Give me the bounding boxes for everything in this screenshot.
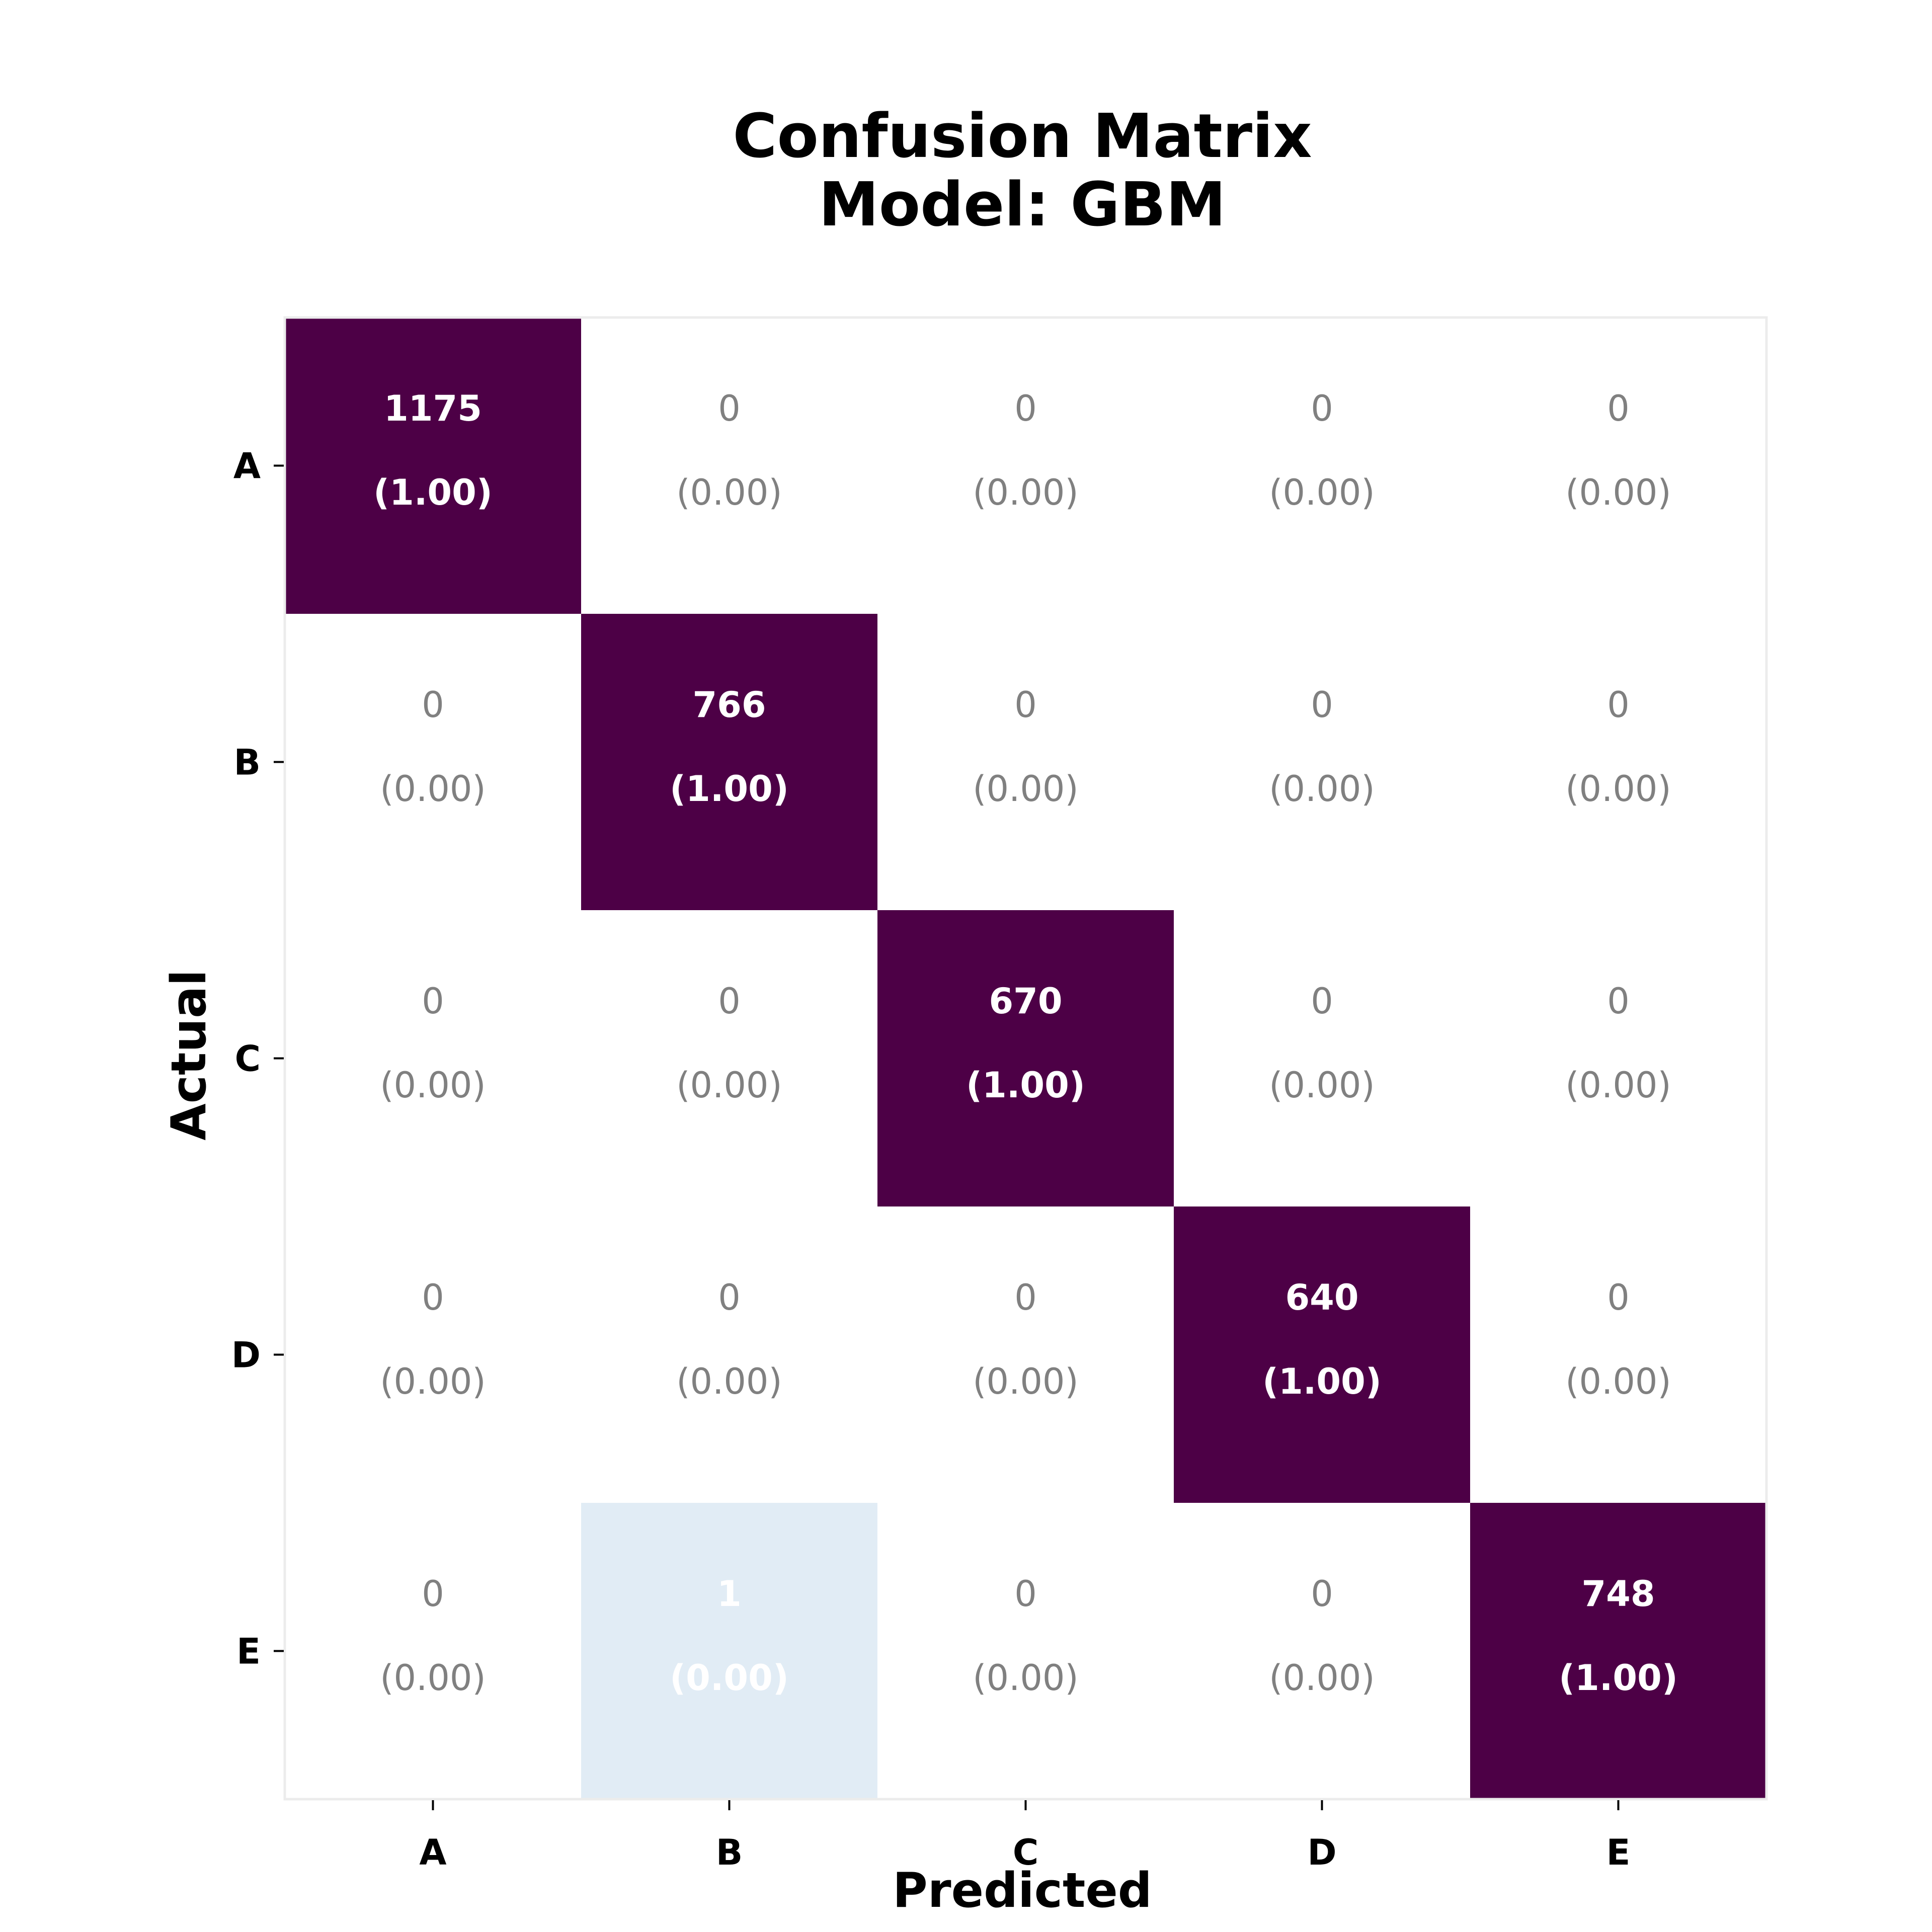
cell-normalized-label: (0.00) [1269, 472, 1375, 513]
cell-normalized-label: (0.00) [973, 768, 1078, 810]
cell-normalized-label: (0.00) [1565, 768, 1671, 810]
cell-count-label: 0 [1607, 981, 1630, 1022]
cell-normalized-label: (0.00) [380, 1361, 486, 1402]
x-tick-label-B: B [716, 1832, 743, 1873]
cell-count-label: 0 [422, 1573, 444, 1615]
x-tick-label-D: D [1307, 1832, 1336, 1873]
cell-normalized-label: (0.00) [380, 1657, 486, 1699]
cell-count-label: 670 [989, 981, 1062, 1022]
cell-normalized-label: (0.00) [973, 472, 1078, 513]
heatmap-cell-E-C [877, 1503, 1174, 1799]
heatmap-cell-B-C [877, 614, 1174, 910]
heatmap-cell-B-A [285, 614, 581, 910]
cell-normalized-label: (1.00) [1559, 1657, 1678, 1699]
cell-count-label: 0 [1311, 1573, 1333, 1615]
cell-count-label: 748 [1581, 1573, 1655, 1615]
cell-normalized-label: (0.00) [1269, 1065, 1375, 1106]
cell-normalized-label: (0.00) [676, 1361, 782, 1402]
cell-count-label: 0 [718, 388, 741, 429]
heatmap-cell-D-D [1174, 1206, 1470, 1503]
x-tick-label-A: A [419, 1832, 446, 1873]
heatmap-cell-C-B [581, 910, 877, 1206]
heatmap-cell-D-B [581, 1206, 877, 1503]
heatmap-cell-B-B [581, 614, 877, 910]
cell-normalized-label: (1.00) [670, 768, 789, 810]
heatmap-cell-D-C [877, 1206, 1174, 1503]
cell-count-label: 0 [718, 981, 741, 1022]
x-tick-label-C: C [1013, 1832, 1038, 1873]
heatmap-cell-A-A [285, 317, 581, 614]
heatmap-cell-B-E [1470, 614, 1766, 910]
cell-count-label: 1 [717, 1573, 742, 1615]
heatmap-cell-C-A [285, 910, 581, 1206]
cell-count-label: 766 [692, 684, 766, 726]
cell-count-label: 0 [1014, 1277, 1037, 1318]
cell-count-label: 0 [1607, 684, 1630, 726]
axis-ticks: A B C D E A B C D E [231, 446, 1631, 1874]
cell-normalized-label: (0.00) [1269, 1657, 1375, 1699]
heatmap-cell-C-D [1174, 910, 1470, 1206]
cell-count-label: 0 [1311, 388, 1333, 429]
heatmap-cell-C-C [877, 910, 1174, 1206]
cell-normalized-label: (0.00) [380, 768, 486, 810]
cell-normalized-label: (0.00) [1269, 768, 1375, 810]
cell-normalized-label: (0.00) [676, 472, 782, 513]
heatmap-cell-E-A [285, 1503, 581, 1799]
cell-count-label: 0 [1014, 1573, 1037, 1615]
heatmap-cell-A-D [1174, 317, 1470, 614]
cell-count-label: 0 [1014, 388, 1037, 429]
cell-count-label: 0 [718, 1277, 741, 1318]
cell-normalized-label: (0.00) [1565, 1361, 1671, 1402]
heatmap-cell-E-D [1174, 1503, 1470, 1799]
cell-count-label: 1175 [384, 388, 482, 429]
cell-count-label: 0 [422, 1277, 444, 1318]
cell-normalized-label: (0.00) [973, 1657, 1078, 1699]
cell-normalized-label: (1.00) [966, 1065, 1085, 1106]
cell-count-label: 0 [1607, 1277, 1630, 1318]
heatmap-cell-A-E [1470, 317, 1766, 614]
y-axis-label: Actual [162, 970, 217, 1141]
cell-count-label: 0 [1607, 388, 1630, 429]
cell-normalized-label: (0.00) [1565, 1065, 1671, 1106]
cell-normalized-label: (0.00) [973, 1361, 1078, 1402]
cell-count-label: 640 [1285, 1277, 1358, 1318]
heatmap-cell-A-C [877, 317, 1174, 614]
cell-normalized-label: (0.00) [1565, 472, 1671, 513]
heatmap-cell-B-D [1174, 614, 1470, 910]
heatmap-cells: 1175 (1.00) 0 (0.00) 0 (0.00) 0 (0.00) 0 (0.00) 0 (… [285, 317, 1766, 1799]
y-tick-label-E: E [236, 1631, 261, 1672]
y-tick-label-D: D [231, 1335, 261, 1376]
cell-count-label: 0 [422, 684, 444, 726]
chart-title-line-1: Confusion Matrix [733, 102, 1312, 172]
chart-title-line-2: Model: GBM [819, 170, 1226, 240]
cell-normalized-label: (0.00) [676, 1065, 782, 1106]
cell-count-label: 0 [1014, 684, 1037, 726]
heatmap-cell-D-E [1470, 1206, 1766, 1503]
x-axis-label: Predicted [893, 1863, 1152, 1918]
cell-count-label: 0 [422, 981, 444, 1022]
x-tick-label-E: E [1606, 1832, 1631, 1873]
heatmap-cell-A-B [581, 317, 877, 614]
cell-count-label: 0 [1311, 981, 1333, 1022]
cell-normalized-label: (0.00) [380, 1065, 486, 1106]
heatmap-cell-E-B [581, 1503, 877, 1799]
plot-frame [283, 316, 1768, 1801]
cell-count-label: 0 [1311, 684, 1333, 726]
cell-normalized-label: (0.00) [670, 1657, 789, 1699]
y-tick-label-A: A [233, 446, 261, 487]
heatmap-cell-D-A [285, 1206, 581, 1503]
cell-normalized-label: (1.00) [373, 472, 493, 513]
y-tick-label-C: C [235, 1038, 261, 1080]
heatmap-cell-E-E [1470, 1503, 1766, 1799]
cell-normalized-label: (1.00) [1262, 1361, 1382, 1402]
y-tick-label-B: B [234, 742, 261, 783]
heatmap-cell-C-E [1470, 910, 1766, 1206]
